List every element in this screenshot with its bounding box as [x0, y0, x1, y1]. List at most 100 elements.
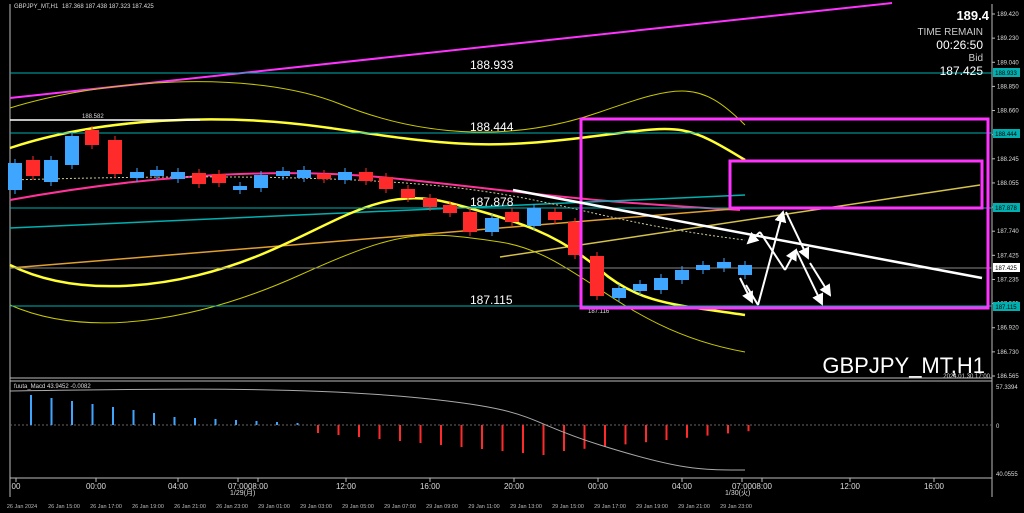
time-tick-label: 07:00: [228, 482, 249, 491]
macd-bar: [686, 425, 688, 438]
price-tick-label: 189.420: [997, 12, 1019, 18]
price-tick-label: 187.235: [997, 277, 1019, 283]
candle-body: [108, 140, 122, 174]
level-tag-187878: [993, 203, 1020, 212]
time-minor-label: 29 Jan 17:00: [594, 504, 626, 510]
candle-body: [276, 171, 290, 176]
time-axis-minor: 26 Jan 2024 26 Jan 15:00 26 Jan 17:00 26 Ja…: [7, 504, 752, 510]
candle-body: [590, 256, 604, 296]
time-minor-label: 29 Jan 19:00: [636, 504, 668, 510]
macd-axis-top: 57.3394: [996, 385, 1018, 391]
time-remain-value: 00:26:50: [936, 38, 983, 52]
price-tick-label: 186.920: [997, 326, 1019, 332]
time-tick-label: 16:00: [924, 482, 945, 491]
macd-bar: [501, 425, 504, 451]
low-label: 187.116: [588, 309, 610, 315]
level-tag-187115: [993, 302, 1020, 311]
candle-body: [423, 198, 437, 207]
candle-body: [463, 212, 477, 232]
candle-body: [150, 170, 164, 176]
candle-body: [85, 130, 99, 145]
macd-axis-top-bg: [993, 383, 1020, 391]
symbol-info: GBPJPY_MT,H1: [14, 4, 59, 10]
macd-histogram: [30, 395, 750, 455]
time-tick-label: 04:00: [168, 482, 189, 491]
time-tick-label: 04:00: [672, 482, 693, 491]
price-tick-label: 189.230: [997, 36, 1019, 42]
candle-body: [171, 172, 185, 179]
macd-bar: [132, 410, 135, 425]
time-minor-label: 26 Jan 15:00: [48, 504, 80, 510]
candle-body: [26, 160, 40, 176]
macd-signal-line: [9, 388, 746, 471]
magenta-range-box[interactable]: [579, 117, 990, 310]
time-minor-label: 29 Jan 03:00: [300, 504, 332, 510]
bid-label: Bid: [969, 53, 983, 64]
bb-upper: [9, 118, 746, 162]
macd-bar: [563, 425, 565, 451]
macd-bar: [460, 425, 463, 447]
macd-bar: [604, 425, 606, 447]
candle-body: [633, 284, 647, 291]
time-tick-label: 00:00: [588, 482, 609, 491]
macd-bar: [71, 401, 73, 425]
candle-body: [696, 265, 710, 270]
price-tick-label: 188.055: [997, 181, 1019, 187]
price-tick-label: 188.660: [997, 109, 1019, 115]
macd-bar: [706, 425, 709, 436]
candle-body: [8, 163, 22, 190]
macd-label: fuuta_Macd 43.9452 -0.0082: [14, 384, 91, 390]
macd-bar: [747, 425, 750, 432]
level-tag-text-188933: 188.933: [995, 71, 1017, 77]
time-tick-label: 12:00: [336, 482, 357, 491]
time-tick-label: 08:00: [752, 482, 773, 491]
macd-bar: [173, 417, 176, 425]
level-tag-text-187115: 187.115: [995, 305, 1017, 311]
macd-bar: [235, 420, 237, 425]
macd-bar: [665, 425, 668, 440]
candle-body: [717, 262, 731, 268]
macd-bar: [30, 395, 32, 425]
candle-body: [254, 175, 268, 188]
time-tick-label: 00:00: [86, 482, 107, 491]
macd-axis-bottom: 40.0555: [996, 472, 1018, 478]
magenta-target-box[interactable]: [728, 159, 984, 210]
candle-body: [738, 265, 752, 275]
level-tag-text-187878: 187.878: [995, 206, 1017, 212]
price-tick-label: 188.245: [997, 157, 1019, 163]
macd-bar: [214, 419, 217, 425]
price-tick-label: 186.730: [997, 350, 1019, 356]
candle-body: [401, 189, 415, 198]
watermark-symbol: GBPJPY_MT,H1: [822, 353, 985, 378]
macd-bar: [194, 418, 196, 425]
time-minor-label: 29 Jan 11:00: [468, 504, 499, 510]
ohlc-readout: 187.368 187.438 187.323 187.425: [62, 4, 154, 10]
candle-body: [212, 174, 226, 183]
price-tick-label: 189.040: [997, 60, 1019, 66]
orange-ma-line: [9, 207, 746, 269]
time-minor-label: 29 Jan 05:00: [342, 504, 374, 510]
macd-bar: [153, 413, 155, 425]
level-label-188444: 188.444: [470, 120, 514, 134]
time-tick-label: 07:00: [732, 482, 753, 491]
arrow-annotations[interactable]: [739, 210, 832, 306]
candle-body: [443, 205, 457, 213]
macd-bar: [645, 425, 647, 443]
level-label-187878: 187.878: [470, 195, 514, 209]
time-axis-major[interactable]: 00 00:00 04:00 07:00 08:00 12:00 16:00 20:00 00:…: [12, 478, 945, 491]
macd-bar: [276, 422, 278, 425]
candle-body: [675, 270, 689, 280]
macd-bar: [255, 421, 258, 425]
magenta-trendline[interactable]: [9, 2, 893, 99]
macd-bar: [91, 404, 94, 425]
time-tick-label: 12:00: [840, 482, 861, 491]
candle-body: [233, 186, 247, 190]
price-tick-label: 186.565: [997, 374, 1019, 380]
time-minor-label: 29 Jan 13:00: [510, 504, 542, 510]
macd-bar: [378, 425, 381, 439]
teal-ma-line: [9, 194, 746, 229]
time-tick-label: 08:00: [248, 482, 269, 491]
candle-body: [192, 173, 206, 184]
date-marker-0130: 1/30(火): [725, 489, 750, 497]
